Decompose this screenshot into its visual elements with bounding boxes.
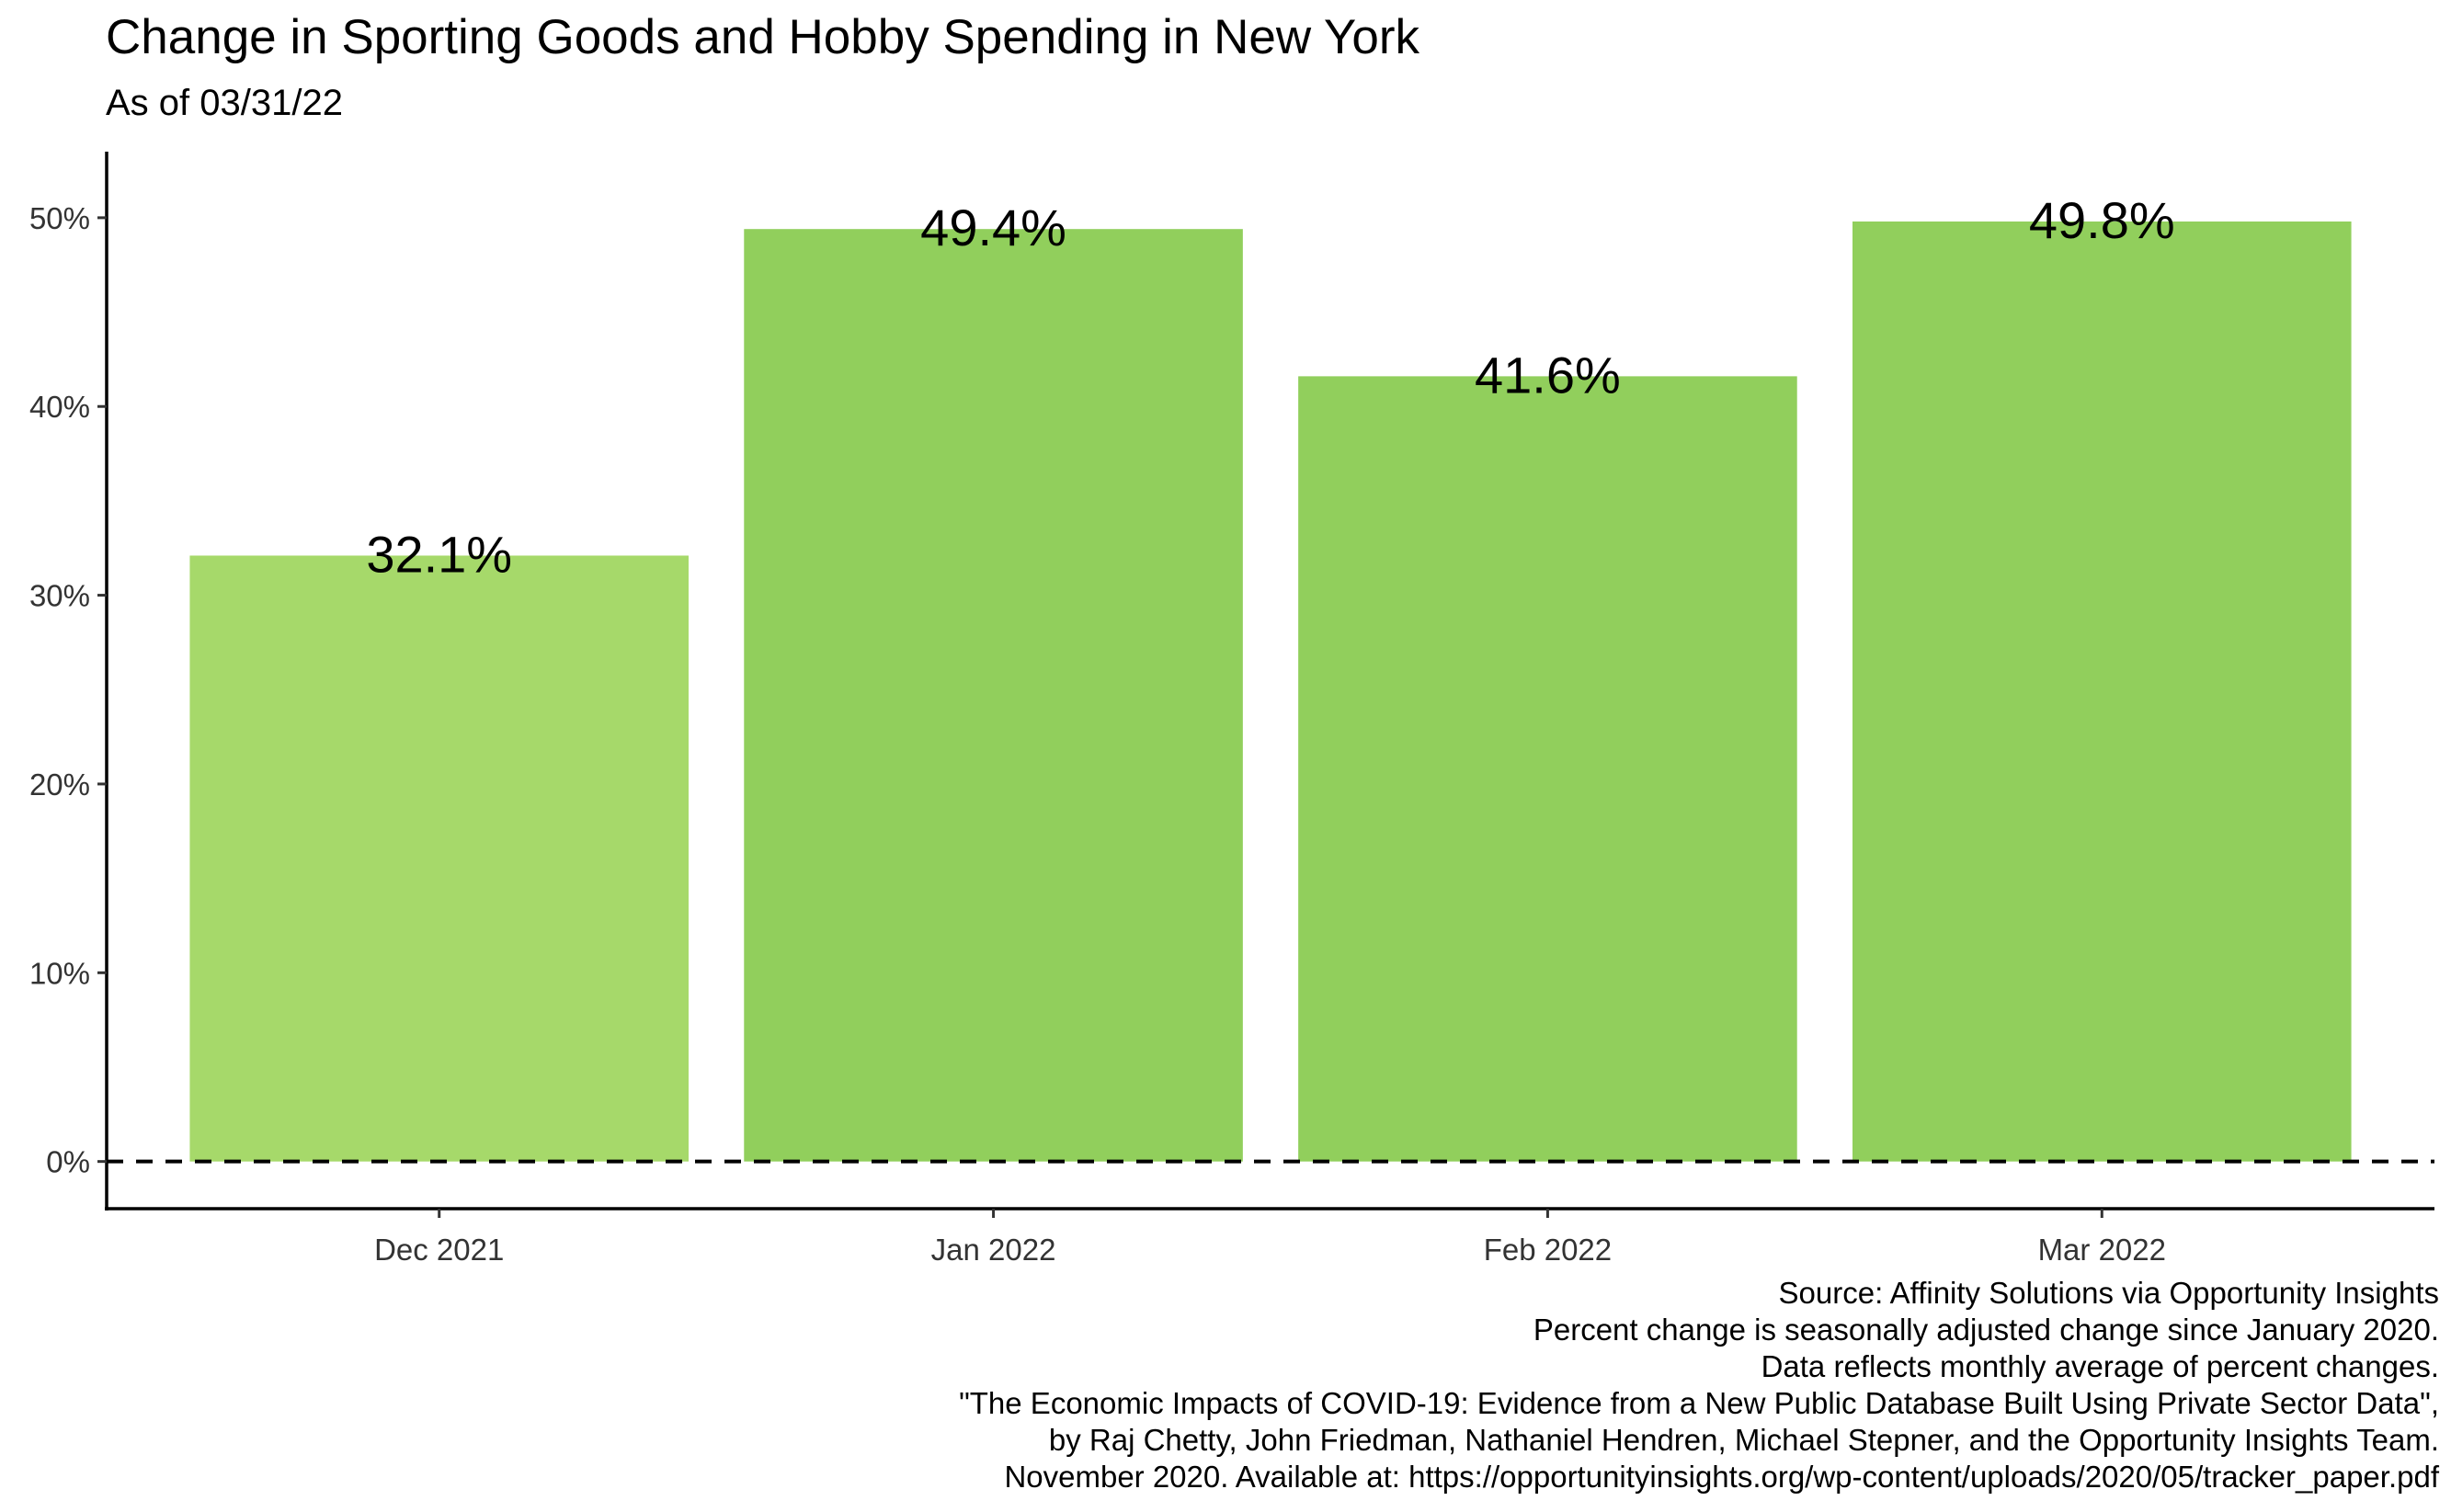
y-tick-label: 40%	[29, 390, 90, 424]
chart-title: Change in Sporting Goods and Hobby Spend…	[106, 10, 1420, 64]
axes-layer: 0% 10% 20% 30% 40% 50% Dec 2021 Jan 2022 Feb 202…	[29, 152, 2434, 1267]
bar-mar-2022	[1852, 221, 2352, 1162]
data-labels-layer: 32.1% 49.4% 41.6% 49.8%	[366, 191, 2174, 583]
caption-line-paper-title: "The Economic Impacts of COVID-19: Evide…	[959, 1386, 2439, 1420]
bar-feb-2022	[1298, 376, 1797, 1162]
x-tick-label: Jan 2022	[931, 1233, 1056, 1267]
y-tick-label: 0%	[46, 1145, 90, 1179]
data-label: 49.4%	[920, 199, 1066, 256]
bar-dec-2021	[189, 555, 689, 1162]
x-tick-label: Mar 2022	[2038, 1233, 2166, 1267]
y-tick-label: 30%	[29, 579, 90, 613]
x-tick-label: Feb 2022	[1484, 1233, 1612, 1267]
x-tick-label: Dec 2021	[374, 1233, 504, 1267]
bar-jan-2022	[744, 229, 1243, 1162]
caption-line-average: Data reflects monthly average of percent…	[1761, 1349, 2439, 1383]
bars-layer	[189, 221, 2352, 1162]
chart-caption: Source: Affinity Solutions via Opportuni…	[959, 1275, 2439, 1495]
y-tick-label: 10%	[29, 956, 90, 990]
y-tick-label: 20%	[29, 767, 90, 801]
y-tick-label: 50%	[29, 201, 90, 235]
caption-line-method: Percent change is seasonally adjusted ch…	[1533, 1313, 2439, 1347]
caption-line-authors: by Raj Chetty, John Friedman, Nathaniel …	[1048, 1423, 2439, 1457]
data-label: 49.8%	[2029, 191, 2175, 249]
caption-line-url: November 2020. Available at: https://opp…	[1004, 1460, 2439, 1494]
data-label: 32.1%	[366, 525, 512, 583]
caption-line-source: Source: Affinity Solutions via Opportuni…	[1778, 1276, 2439, 1310]
data-label: 41.6%	[1475, 346, 1621, 404]
chart-subtitle: As of 03/31/22	[106, 83, 343, 123]
